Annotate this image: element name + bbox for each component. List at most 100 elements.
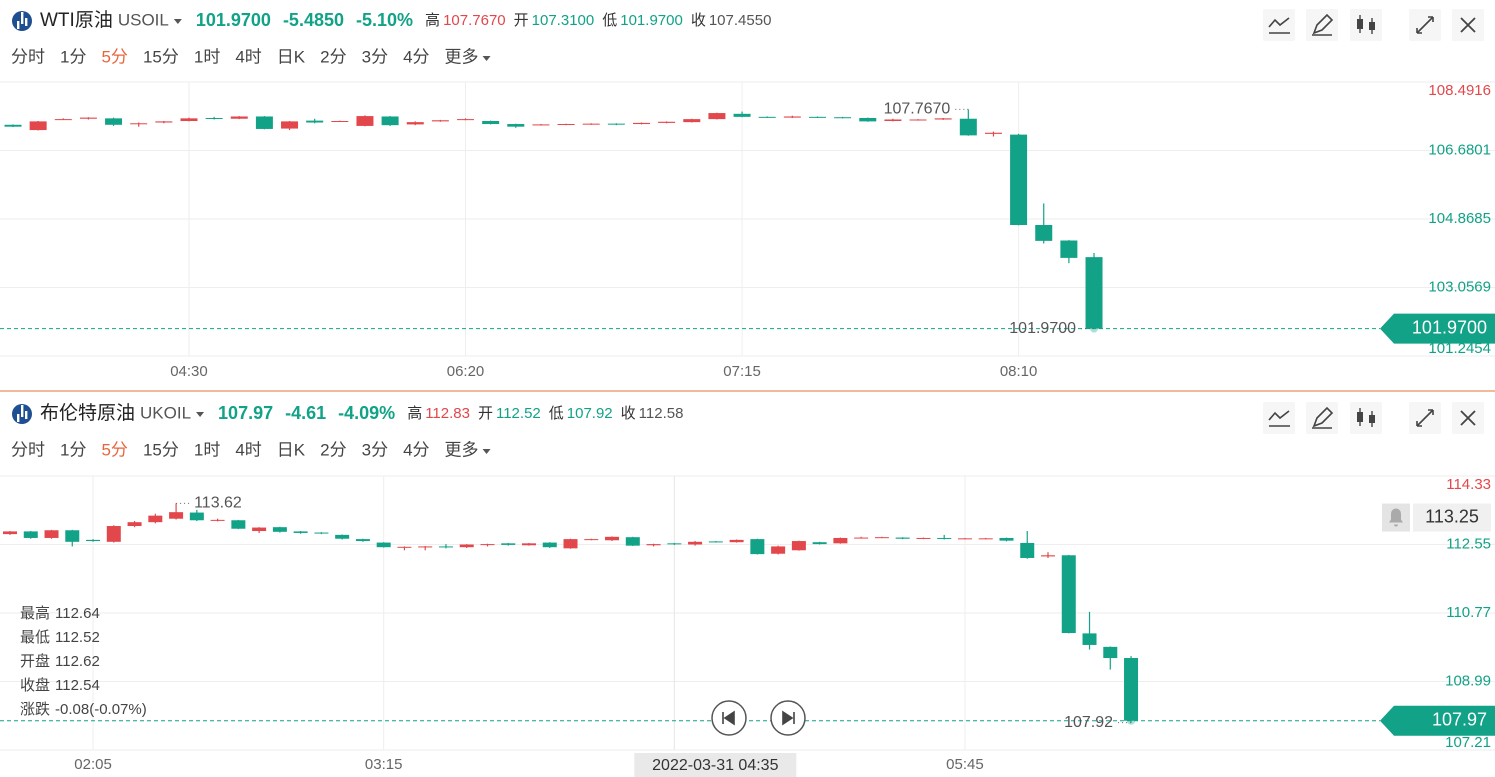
candle-body xyxy=(895,537,910,539)
instrument-name: 布伦特原油 xyxy=(40,402,135,424)
interval-tab[interactable]: 分时 xyxy=(11,440,45,459)
more-dropdown[interactable] xyxy=(482,449,491,454)
interval-tab[interactable]: 2分 xyxy=(320,47,346,66)
stat-name: 低 xyxy=(549,405,564,422)
crosshair-label-box xyxy=(634,753,797,777)
candle-body xyxy=(65,530,80,542)
interval-tab[interactable]: 日K xyxy=(277,47,306,66)
stat-value: 107.4550 xyxy=(709,12,772,29)
interval-tab[interactable]: 4分 xyxy=(403,440,429,459)
stat-value: 112.58 xyxy=(639,405,684,422)
candle-body xyxy=(331,121,349,123)
quote-price: 107.97 xyxy=(218,403,273,423)
candle-body xyxy=(501,543,516,545)
candle-body xyxy=(29,121,47,131)
candle-body xyxy=(934,118,952,120)
toolbar-button[interactable] xyxy=(1350,9,1382,41)
more-dropdown[interactable] xyxy=(482,56,491,61)
interval-tab[interactable]: 更多 xyxy=(445,440,479,459)
tooltip-name: 开盘 xyxy=(20,652,50,670)
icon-candle xyxy=(1369,415,1375,423)
candle-body xyxy=(1035,224,1053,241)
interval-tab[interactable]: 4分 xyxy=(403,47,429,66)
quote-change: -4.61 xyxy=(285,403,326,423)
interval-tab[interactable]: 5分 xyxy=(101,440,127,459)
candle-body xyxy=(1060,240,1078,258)
candle-body xyxy=(105,118,123,125)
symbol-icon-bar xyxy=(21,405,24,417)
candle-body xyxy=(633,122,650,125)
candle-body xyxy=(255,116,273,129)
candle-body xyxy=(957,538,972,540)
toolbar-button[interactable] xyxy=(1350,402,1382,434)
candle-body xyxy=(54,119,72,121)
interval-tab[interactable]: 15分 xyxy=(143,440,179,459)
interval-tab[interactable]: 1分 xyxy=(60,47,86,66)
interval-tab[interactable]: 4时 xyxy=(235,440,261,459)
interval-tab[interactable]: 15分 xyxy=(143,47,179,66)
candle-body xyxy=(854,537,869,539)
last-price-dot xyxy=(1090,324,1099,333)
candle-body xyxy=(480,544,495,546)
candle-body xyxy=(281,121,299,129)
instrument-name: WTI原油 xyxy=(40,9,113,31)
candle-body xyxy=(557,124,575,126)
interval-tab[interactable]: 1时 xyxy=(194,47,220,66)
toolbar-button[interactable] xyxy=(1306,402,1338,434)
candle-body xyxy=(582,123,600,125)
stat-value: 101.9700 xyxy=(620,12,683,29)
candle-body xyxy=(783,116,801,118)
tooltip-name: 收盘 xyxy=(20,676,50,694)
crosshair-label: 2022-03-31 04:35 xyxy=(652,757,778,774)
y-tick-label: 104.8685 xyxy=(1428,210,1491,227)
interval-tab[interactable]: 4时 xyxy=(235,47,261,66)
candle-body xyxy=(86,539,101,542)
quote-change-pct: -4.09% xyxy=(338,403,395,423)
candle-body xyxy=(1061,555,1076,634)
candle-body xyxy=(306,120,324,123)
candle-body xyxy=(1010,134,1028,225)
candle-body xyxy=(937,537,952,539)
candle-body xyxy=(127,522,142,527)
last-price-tag xyxy=(1380,313,1495,344)
icon-close xyxy=(1460,17,1476,33)
last-price-label: 107.97 xyxy=(1432,710,1487,730)
interval-tab[interactable]: 5分 xyxy=(101,47,127,66)
candle-body xyxy=(180,118,198,122)
last-price-dot xyxy=(1127,716,1136,725)
interval-tab[interactable]: 3分 xyxy=(362,47,388,66)
stat-name: 收 xyxy=(621,405,636,422)
icon-pencil xyxy=(1312,13,1334,35)
candle-body xyxy=(335,534,350,539)
interval-tab[interactable]: 3分 xyxy=(362,440,388,459)
price-marker: 107.7670 xyxy=(884,101,951,118)
candle-body xyxy=(1041,555,1055,557)
price-marker: 107.92 xyxy=(1064,714,1113,731)
candle-body xyxy=(4,124,22,127)
candle-body xyxy=(729,539,744,543)
tooltip-value: -0.08(-0.07%) xyxy=(55,701,147,718)
stat-name: 高 xyxy=(407,405,422,422)
candle-body xyxy=(771,546,786,554)
toolbar-button[interactable] xyxy=(1306,9,1338,41)
candle-body xyxy=(859,117,877,122)
interval-tab[interactable]: 2分 xyxy=(320,440,346,459)
interval-tab[interactable]: 1分 xyxy=(60,440,86,459)
interval-tab[interactable]: 分时 xyxy=(11,47,45,66)
stat-value: 112.83 xyxy=(425,405,470,422)
candle-body xyxy=(667,543,682,545)
interval-tab[interactable]: 更多 xyxy=(445,47,479,66)
symbol-dropdown[interactable] xyxy=(173,19,182,24)
interval-tab[interactable]: 1时 xyxy=(194,440,220,459)
icon-expand xyxy=(1416,16,1434,34)
candle-body xyxy=(106,526,121,542)
price-marker: 113.62 xyxy=(194,495,242,512)
interval-tab[interactable]: 日K xyxy=(277,440,306,459)
symbol-icon-bar xyxy=(21,12,24,24)
candle-body xyxy=(607,123,625,125)
x-tick-label: 05:45 xyxy=(946,756,984,773)
candle-body xyxy=(431,120,449,122)
symbol-dropdown[interactable] xyxy=(196,412,205,417)
x-tick-label: 07:15 xyxy=(723,363,761,380)
